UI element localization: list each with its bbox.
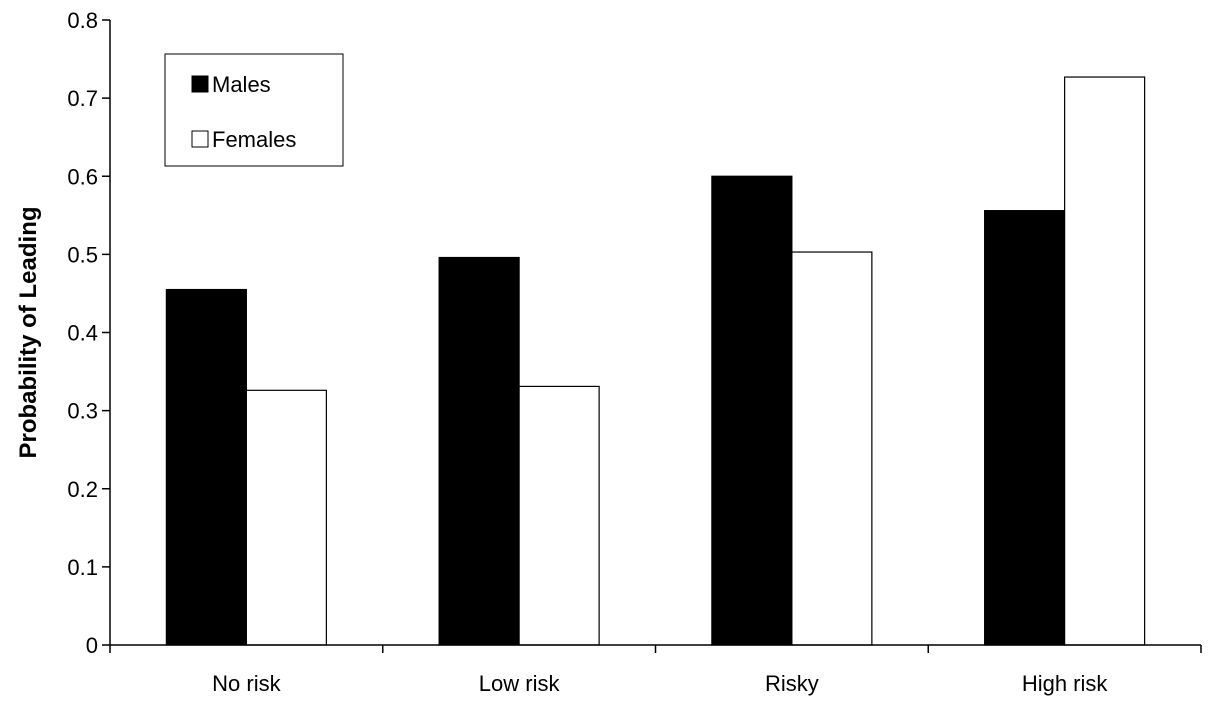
legend-swatch-males <box>191 75 209 93</box>
y-tick-label: 0 <box>86 633 98 658</box>
bar-females-high-risk <box>1064 76 1146 646</box>
bar-females-low-risk <box>518 385 600 646</box>
x-tick-label: No risk <box>212 671 281 696</box>
legend-swatch-females <box>191 130 209 148</box>
bars <box>165 76 1146 646</box>
y-axis-title: Probability of Leading <box>15 206 42 458</box>
legend: Males Females <box>164 53 344 167</box>
y-tick-label: 0.6 <box>67 164 98 189</box>
y-tick-label: 0.8 <box>67 8 98 33</box>
x-tick-label: High risk <box>1022 671 1109 696</box>
y-tick-label: 0.3 <box>67 399 98 424</box>
y-tick-label: 0.1 <box>67 555 98 580</box>
y-axis-ticks: 0 0.1 0.2 0.3 0.4 0.5 0.6 0.7 0.8 <box>67 8 110 658</box>
x-tick-label: Low risk <box>479 671 561 696</box>
bar-males-no-risk <box>165 288 247 646</box>
legend-label-females: Females <box>212 127 296 152</box>
bar-males-low-risk <box>438 256 520 646</box>
y-tick-label: 0.2 <box>67 477 98 502</box>
bar-males-risky <box>711 175 793 646</box>
y-tick-label: 0.5 <box>67 242 98 267</box>
x-axis-ticks: No risk Low risk Risky High risk <box>109 645 1202 696</box>
x-tick-label: Risky <box>765 671 819 696</box>
y-tick-label: 0.4 <box>67 321 98 346</box>
y-tick-label: 0.7 <box>67 86 98 111</box>
bar-females-risky <box>791 251 873 646</box>
legend-label-males: Males <box>212 72 271 97</box>
bar-females-no-risk <box>245 389 327 646</box>
bar-males-high-risk <box>984 210 1066 646</box>
